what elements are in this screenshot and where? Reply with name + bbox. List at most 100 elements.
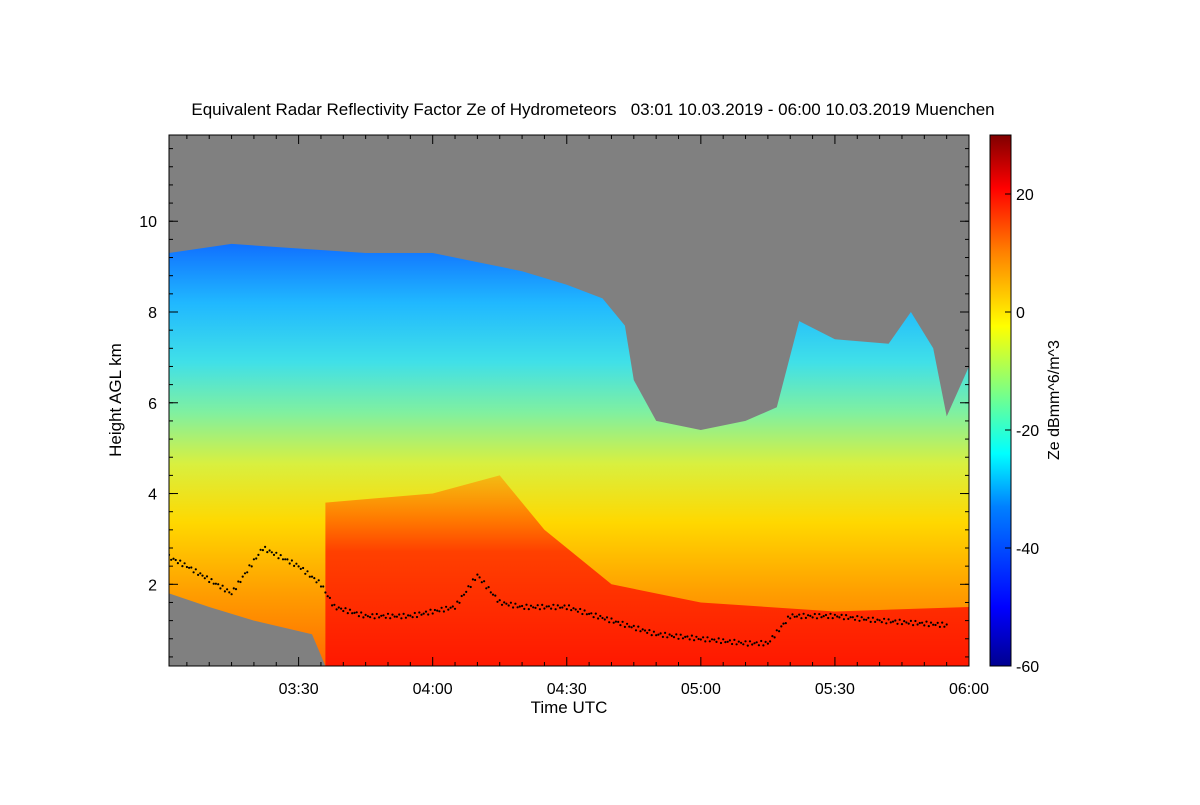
cloud-base-point [183, 562, 186, 565]
cloud-base-point [272, 553, 276, 557]
cloud-base-point [355, 611, 358, 614]
cloud-base-point [737, 640, 740, 643]
cloud-base-point [532, 606, 535, 609]
cloud-base-point [588, 612, 591, 616]
cloud-base-point [243, 572, 247, 575]
cloud-base-point [623, 625, 627, 629]
cloud-base-point [813, 612, 816, 616]
cloud-base-point [559, 606, 562, 609]
cloud-base-point [570, 609, 573, 612]
cloud-base-point [545, 605, 548, 608]
y-axis-label: Height AGL km [106, 343, 125, 457]
cloud-base-point [498, 599, 501, 602]
cloud-base-point [228, 591, 231, 594]
cloud-base-point [476, 573, 479, 576]
cloud-base-point [780, 625, 783, 628]
colorbar-tick-label: 20 [1016, 187, 1034, 204]
cloud-base-point [755, 641, 758, 644]
cloud-base-point [849, 616, 852, 619]
cloud-base-point [802, 612, 805, 615]
cloud-base-point [487, 586, 490, 589]
cloud-base-point [322, 585, 325, 588]
cloud-base-point [511, 606, 515, 609]
cloud-base-point [543, 607, 546, 610]
cloud-base-point [782, 622, 785, 625]
cloud-base-point [867, 616, 870, 620]
cloud-base-point [483, 580, 486, 583]
cloud-base-point [891, 620, 895, 623]
cloud-base-point [286, 558, 289, 561]
cloud-base-point [237, 580, 240, 583]
cloud-base-point [480, 581, 483, 584]
cloud-base-point [194, 568, 197, 571]
cloud-base-point [894, 619, 897, 622]
cloud-base-point [203, 577, 206, 580]
cloud-base-point [664, 631, 667, 635]
cloud-base-point [659, 632, 662, 635]
cloud-base-point [299, 567, 302, 571]
cloud-base-point [527, 608, 530, 611]
cloud-base-point [945, 623, 948, 626]
cloud-base-point [302, 566, 305, 570]
y-axis: 2 4 6 8 10 [139, 148, 969, 658]
cloud-base-point [661, 635, 665, 639]
cloud-base-point [418, 611, 421, 614]
cloud-base-point [903, 620, 906, 623]
cloud-base-point [847, 617, 850, 621]
cloud-base-point [900, 623, 904, 626]
cloud-base-point [503, 601, 506, 604]
cloud-base-point [831, 617, 834, 620]
cloud-base-point [342, 609, 345, 613]
cloud-base-point [885, 622, 888, 625]
cloud-base-point [605, 616, 609, 619]
cloud-base-point [226, 588, 229, 591]
cloud-base-point [858, 619, 861, 622]
cloud-base-point [375, 612, 378, 616]
cloud-base-point [471, 578, 474, 581]
cloud-base-point [706, 636, 709, 639]
cloud-base-point [695, 635, 698, 638]
cloud-base-point [386, 612, 390, 615]
cloud-base-point [637, 625, 640, 628]
cloud-base-point [581, 612, 584, 616]
cloud-base-point [391, 613, 394, 616]
cloud-base-point [916, 623, 919, 626]
cloud-base-point [252, 558, 255, 561]
cloud-base-point [232, 587, 235, 590]
cloud-base-dots [169, 545, 948, 647]
cloud-base-point [822, 615, 825, 618]
cloud-base-point [567, 604, 571, 607]
x-tick-label: 04:00 [413, 681, 453, 698]
cloud-base-point [398, 613, 401, 616]
cloud-base-point [938, 625, 942, 629]
cloud-base-point [650, 634, 653, 637]
cloud-base-point [612, 621, 615, 624]
cloud-base-point [453, 607, 457, 610]
x-tick-label: 04:30 [547, 681, 587, 698]
cloud-base-point [626, 622, 629, 625]
cloud-base-point [407, 614, 410, 617]
cloud-base-point [842, 618, 846, 621]
cloud-base-point [603, 618, 606, 621]
cloud-base-point [270, 551, 273, 554]
cloud-base-point [576, 610, 580, 613]
y-tick-label: 4 [148, 487, 157, 504]
cloud-base-point [923, 624, 926, 627]
cloud-base-point [722, 638, 725, 641]
cloud-base-point [898, 618, 901, 621]
cloud-base-point [693, 639, 696, 642]
cloud-base-point [250, 565, 253, 568]
x-tick-label: 06:00 [949, 681, 989, 698]
cloud-base-point [284, 558, 287, 561]
cloud-base-point [313, 577, 316, 580]
cloud-base-point [829, 612, 832, 615]
cloud-base-point [348, 608, 352, 611]
cloud-base-point [197, 573, 200, 577]
strong-echo-cores [325, 475, 969, 666]
cloud-base-point [346, 612, 349, 615]
cloud-base-point [297, 565, 300, 568]
cloud-base-point [442, 610, 445, 613]
cloud-base-point [728, 639, 732, 642]
cloud-base-point [333, 603, 336, 606]
cloud-base-point [290, 559, 293, 562]
